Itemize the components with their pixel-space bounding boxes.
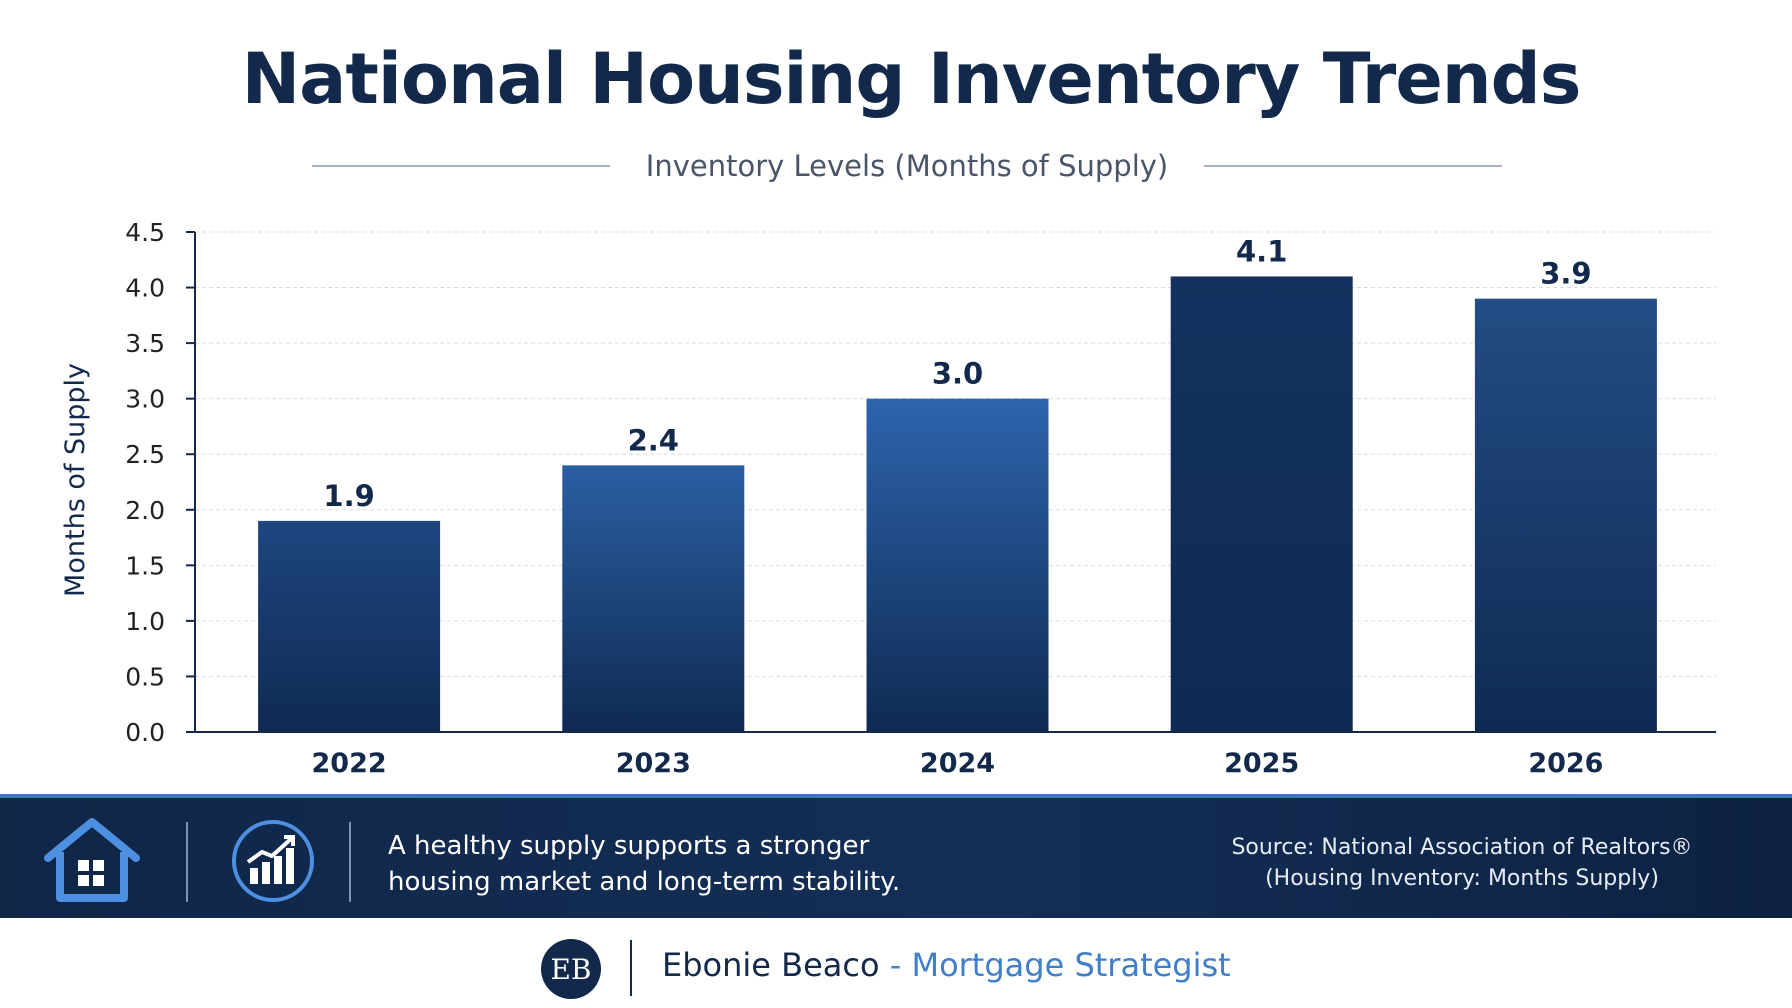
- y-axis-label: Months of Supply: [60, 363, 91, 597]
- x-tick-label: 2024: [920, 748, 995, 779]
- banner-message-line: housing market and long-term stability.: [388, 867, 901, 897]
- y-tick-label: 1.5: [125, 551, 165, 580]
- x-axis-ticks: 2022 2023 2024 2025 2026: [312, 748, 1604, 779]
- banner-divider: [349, 822, 351, 902]
- y-tick-label: 0.5: [125, 662, 165, 691]
- source-line: (Housing Inventory: Months Supply): [1265, 866, 1659, 891]
- subtitle-row: Inventory Levels (Months of Supply): [312, 146, 1503, 186]
- y-tick-label: 1.0: [125, 607, 165, 636]
- y-tick-label: 3.0: [125, 385, 165, 414]
- subtitle-right-rule: [1204, 165, 1503, 167]
- bar-2023: [562, 465, 745, 732]
- source-note: Source: National Association of Realtors…: [1182, 832, 1742, 894]
- chart-growth-icon: [232, 820, 314, 902]
- x-tick-label: 2022: [312, 748, 387, 779]
- y-tick-label: 0.0: [125, 718, 165, 747]
- info-banner: A healthy supply supports a stronger hou…: [0, 794, 1792, 918]
- bar-2025: [1170, 276, 1353, 732]
- y-tick-label: 2.5: [125, 440, 165, 469]
- banner-message: A healthy supply supports a stronger hou…: [388, 828, 988, 900]
- footer-signature: Ebonie Beaco - Mortgage Strategist: [662, 946, 1231, 984]
- bar-chart: 0.0 0.5 1.0 1.5 2.0 2.5 3.0 3.5 4.0 4.5 1.9 2.4 3.0…: [60, 218, 1716, 779]
- banner-divider: [186, 822, 188, 902]
- author-name: Ebonie Beaco: [662, 946, 880, 984]
- y-tick-label: 3.5: [125, 329, 165, 358]
- data-label: 3.0: [932, 357, 983, 391]
- bar-2026: [1474, 298, 1657, 732]
- data-label: 1.9: [323, 479, 374, 513]
- x-tick-label: 2026: [1528, 748, 1603, 779]
- subtitle-left-rule: [312, 165, 610, 167]
- y-tick-label: 4.5: [125, 218, 165, 247]
- gridlines: [195, 231, 1716, 677]
- y-axis-ticks: 0.0 0.5 1.0 1.5 2.0 2.5 3.0 3.5 4.0 4.5: [125, 218, 195, 747]
- x-tick-label: 2025: [1224, 748, 1299, 779]
- source-line: Source: National Association of Realtors…: [1231, 835, 1693, 860]
- chart-subtitle: Inventory Levels (Months of Supply): [645, 149, 1169, 183]
- y-tick-label: 2.0: [125, 496, 165, 525]
- data-label: 4.1: [1236, 234, 1287, 268]
- house-icon: [44, 818, 140, 902]
- banner-message-line: A healthy supply supports a stronger: [388, 831, 870, 861]
- x-tick-label: 2023: [616, 748, 691, 779]
- data-label: 3.9: [1540, 257, 1591, 291]
- logo-text: EB: [550, 953, 591, 986]
- bar-2024: [866, 398, 1049, 732]
- footer-divider: [630, 940, 632, 996]
- bars: [258, 276, 1657, 732]
- name-separator: -: [879, 946, 912, 984]
- y-tick-label: 4.0: [125, 274, 165, 303]
- data-label: 2.4: [628, 423, 679, 457]
- data-labels: 1.9 2.4 3.0 4.1 3.9: [323, 234, 1591, 512]
- chart-title: National Housing Inventory Trends: [241, 38, 1582, 120]
- bar-2022: [258, 520, 441, 732]
- eb-logo: EB: [541, 939, 601, 999]
- footer: EB Ebonie Beaco - Mortgage Strategist: [0, 918, 1792, 1008]
- author-role: Mortgage Strategist: [911, 946, 1231, 984]
